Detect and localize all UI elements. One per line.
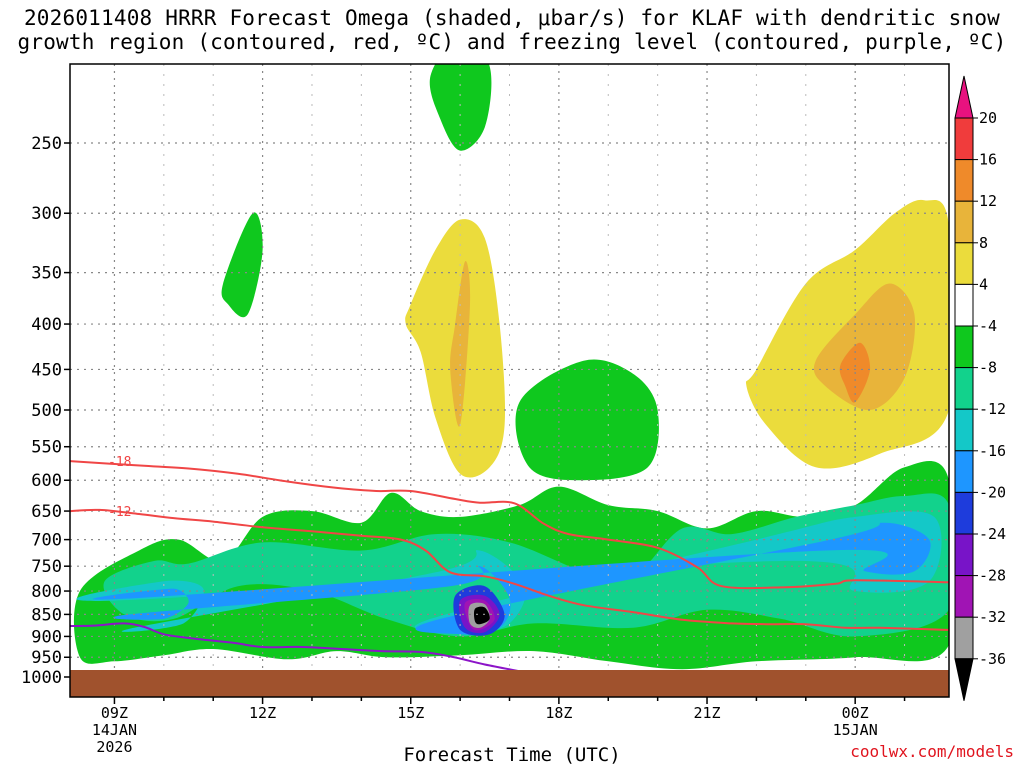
ground-surface [70,670,949,697]
contour-lines: -18 -12 [70,455,949,673]
x-axis-label: Forecast Time (UTC) [403,744,621,766]
colorbar-bin-1 [954,117,974,161]
watermark: coolwx.com/models [850,742,1014,761]
colorbar-bin-3 [954,200,974,244]
omega-region-3 [92,522,931,635]
y-axis: 2503003504004505005506006507007508008509… [21,134,70,688]
y-tick-label-300: 300 [31,204,62,224]
y-tick-label-800: 800 [31,582,62,602]
colorbar-bin-top [954,75,974,119]
title-line-1: 2026011408 HRRR Forecast Omega (shaded, … [23,6,1001,30]
y-tick-label-250: 250 [31,134,62,154]
colorbar-label-2: 12 [979,192,997,210]
colorbar-label-10: -24 [979,525,1006,543]
colorbar-label-9: -20 [979,483,1006,501]
title-line-2: growth region (contoured, red, ºC) and f… [17,30,1007,54]
y-tick-label-500: 500 [31,401,62,421]
colorbar-bin-5 [954,283,974,327]
y-tick-label-450: 450 [31,360,62,380]
contour-label-1: -12 [108,505,131,520]
colorbar-bin-7 [954,367,974,410]
colorbar-bin-13 [954,616,974,660]
x-tick-label-09Z-0: 09Z [101,704,128,722]
y-tick-label-950: 950 [31,648,62,668]
colorbar-bin-10 [954,491,974,535]
x-tick-label-21Z-0: 21Z [693,704,720,722]
colorbar: 20 16 12 8 4 -4 -8 -12 -16 -20 -24 -28 -32 -36 [954,75,1006,701]
omega-region-10 [450,261,471,427]
colorbar-label-5: -4 [979,317,997,335]
colorbar-bin-12 [954,575,974,618]
contour-label-0: -18 [108,455,131,470]
y-tick-label-350: 350 [31,264,62,284]
y-tick-label-600: 600 [31,471,62,491]
y-tick-label-750: 750 [31,557,62,577]
x-tick-label-09Z-2: 2026 [96,738,132,756]
colorbar-bin-8 [954,408,974,452]
x-tick-label-00Z-0: 00Z [842,704,869,722]
colorbar-label-11: -28 [979,567,1006,585]
contour-1 [70,508,949,631]
x-tick-label-18Z-0: 18Z [545,704,572,722]
colorbar-label-1: 16 [979,151,997,169]
y-tick-label-900: 900 [31,627,62,647]
contour-2 [70,622,520,673]
contour-0 [70,460,949,590]
y-tick-label-700: 700 [31,531,62,551]
x-tick-label-12Z-0: 12Z [249,704,276,722]
omega-region-8 [473,606,490,625]
colorbar-bin-bottom [954,658,974,701]
colorbar-bin-2 [954,159,974,202]
colorbar-label-12: -32 [979,608,1006,626]
colorbar-label-6: -8 [979,359,997,377]
y-tick-label-850: 850 [31,605,62,625]
x-tick-label-00Z-1: 15JAN [833,721,878,739]
y-tick-label-650: 650 [31,502,62,522]
y-tick-label-550: 550 [31,438,62,458]
colorbar-label-8: -16 [979,442,1006,460]
colorbar-label-13: -36 [979,650,1006,668]
x-tick-label-09Z-1: 14JAN [92,721,137,739]
colorbar-bin-9 [954,450,974,493]
y-tick-label-400: 400 [31,315,62,335]
colorbar-bin-6 [954,325,974,369]
y-tick-label-1000: 1000 [21,668,62,688]
colorbar-bin-11 [954,533,974,577]
gridlines [70,64,949,697]
omega-region-12 [813,283,916,411]
chart-title: 2026011408 HRRR Forecast Omega (shaded, … [0,6,1024,54]
omega-region-1 [103,493,949,637]
omega-region-15 [221,212,263,318]
omega-fills [73,64,949,670]
colorbar-label-3: 8 [979,234,988,252]
omega-region-14 [429,64,492,151]
colorbar-label-7: -12 [979,400,1006,418]
colorbar-label-4: 4 [979,275,988,293]
colorbar-bin-4 [954,242,974,285]
omega-region-16 [515,359,659,481]
colorbar-label-0: 20 [979,109,997,127]
x-tick-label-15Z-0: 15Z [397,704,424,722]
